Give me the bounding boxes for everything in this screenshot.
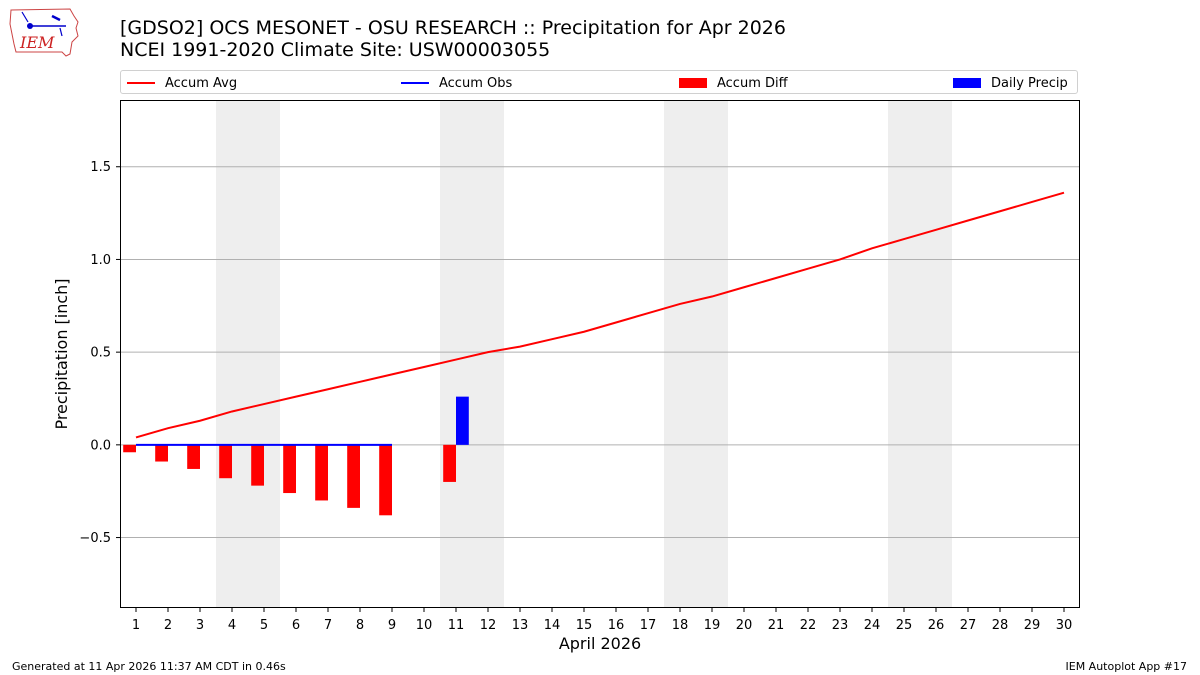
legend-item-accum-obs: Accum Obs [401, 71, 512, 95]
bars [123, 396, 469, 516]
xtick-label-23: 23 [832, 618, 849, 633]
weekend-shade-3 [888, 100, 952, 608]
xtick-label-10: 10 [416, 618, 433, 633]
legend-label-accum-avg: Accum Avg [165, 75, 238, 91]
legend-swatch-accum-obs [401, 82, 429, 84]
weekend-shade-2 [664, 100, 728, 608]
accum-diff-bar-7 [315, 444, 328, 501]
accum-diff-bar-6 [283, 444, 296, 494]
xtick-label-24: 24 [864, 618, 881, 633]
lines [135, 191, 1065, 446]
y-ticks: −0.5 0.0 0.5 1.0 1.5 [79, 160, 120, 546]
weekend-shading [216, 100, 952, 608]
accum-diff-bar-11 [443, 444, 456, 482]
accum-diff-bar-8 [347, 444, 360, 508]
legend-label-accum-diff: Accum Diff [717, 75, 788, 91]
legend: Accum Avg Accum Obs Accum Diff Daily Pre… [120, 70, 1078, 94]
footer-app: IEM Autoplot App #17 [1065, 660, 1188, 673]
x-axis-label: April 2026 [559, 634, 641, 653]
xtick-label-22: 22 [800, 618, 817, 633]
legend-swatch-daily-precip [953, 78, 981, 88]
accum-diff-bar-4 [219, 444, 232, 479]
y-axis-label: Precipitation [inch] [52, 278, 71, 429]
accum-diff-bar-2 [155, 444, 168, 462]
logo-text: IEM [19, 33, 55, 52]
ytick-label-3: 1.0 [90, 253, 111, 268]
xtick-label-1: 1 [132, 618, 140, 633]
footer-generated: Generated at 11 Apr 2026 11:37 AM CDT in… [12, 660, 286, 673]
x-ticks: 1 2 3 4 5 6 7 8 9 10 11 12 13 14 15 16 17 18 19 20 21 22 23 24 2… [132, 608, 1072, 633]
xtick-label-26: 26 [928, 618, 945, 633]
chart-title: [GDSO2] OCS MESONET - OSU RESEARCH :: Pr… [120, 17, 786, 39]
xtick-label-13: 13 [512, 618, 529, 633]
legend-item-accum-diff: Accum Diff [679, 71, 788, 95]
xtick-label-29: 29 [1024, 618, 1041, 633]
iem-logo: IEM [9, 8, 79, 57]
daily-precip-bar-11 [456, 396, 469, 445]
legend-item-accum-avg: Accum Avg [127, 71, 237, 95]
xtick-label-21: 21 [768, 618, 785, 633]
xtick-label-6: 6 [292, 618, 300, 633]
xtick-label-17: 17 [640, 618, 657, 633]
xtick-label-5: 5 [260, 618, 268, 633]
ytick-label-2: 0.5 [90, 346, 111, 361]
xtick-label-14: 14 [544, 618, 561, 633]
accum-avg-line [135, 191, 1065, 439]
xtick-label-19: 19 [704, 618, 721, 633]
xtick-label-3: 3 [196, 618, 204, 633]
legend-item-daily-precip: Daily Precip [953, 71, 1068, 95]
accum-diff-bar-5 [251, 444, 264, 486]
legend-swatch-accum-diff [679, 78, 707, 88]
xtick-label-27: 27 [960, 618, 977, 633]
weekend-shade-0 [216, 100, 280, 608]
xtick-label-15: 15 [576, 618, 593, 633]
ytick-label-1: 0.0 [90, 438, 111, 453]
xtick-label-2: 2 [164, 618, 172, 633]
xtick-label-9: 9 [388, 618, 396, 633]
xtick-label-7: 7 [324, 618, 332, 633]
xtick-label-20: 20 [736, 618, 753, 633]
accum-diff-bar-9 [379, 444, 392, 516]
weekend-shade-1 [440, 100, 504, 608]
ytick-label-0: −0.5 [79, 531, 111, 546]
xtick-label-16: 16 [608, 618, 625, 633]
xtick-label-8: 8 [356, 618, 364, 633]
legend-swatch-accum-avg [127, 82, 155, 84]
xtick-label-12: 12 [480, 618, 497, 633]
accum-diff-bar-3 [187, 444, 200, 469]
xtick-label-30: 30 [1056, 618, 1073, 633]
xtick-label-11: 11 [448, 618, 465, 633]
xtick-label-25: 25 [896, 618, 913, 633]
xtick-label-18: 18 [672, 618, 689, 633]
accum-diff-bar-1 [123, 444, 136, 453]
plot-frame [120, 100, 1080, 608]
ytick-label-4: 1.5 [90, 160, 111, 175]
xtick-label-28: 28 [992, 618, 1009, 633]
legend-label-daily-precip: Daily Precip [991, 75, 1068, 91]
chart-subtitle: NCEI 1991-2020 Climate Site: USW00003055 [120, 39, 551, 61]
legend-label-accum-obs: Accum Obs [439, 75, 513, 91]
xtick-label-4: 4 [228, 618, 236, 633]
